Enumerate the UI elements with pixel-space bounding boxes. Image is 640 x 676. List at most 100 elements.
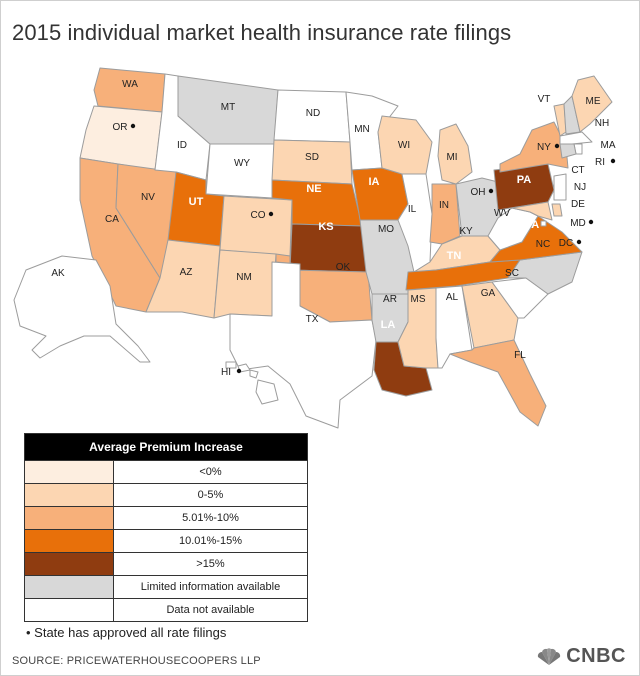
state-label-mt: MT xyxy=(221,102,235,113)
legend-row: >15% xyxy=(25,552,307,575)
state-label-ma: MA xyxy=(601,140,616,151)
legend-label: >15% xyxy=(196,558,225,570)
cnbc-logo: CNBC xyxy=(536,645,626,668)
state-ct[interactable] xyxy=(559,143,577,159)
state-ma[interactable] xyxy=(559,131,593,145)
state-ak[interactable] xyxy=(13,255,151,363)
legend-label: Limited information available xyxy=(140,581,281,593)
legend-swatch xyxy=(25,530,114,552)
legend-row: 5.01%-10% xyxy=(25,506,307,529)
state-label-oh: OH xyxy=(471,187,486,198)
state-dc[interactable] xyxy=(540,220,547,227)
state-label-nh: NH xyxy=(595,118,609,129)
legend-label: 5.01%-10% xyxy=(182,512,239,524)
state-label-la: LA xyxy=(381,319,396,331)
legend-swatch xyxy=(25,576,114,598)
state-label-ak: AK xyxy=(51,268,65,279)
state-co[interactable] xyxy=(219,195,293,257)
state-label-me: ME xyxy=(586,96,601,107)
state-de[interactable] xyxy=(551,203,563,217)
state-label-nc: NC xyxy=(536,239,550,250)
state-mi[interactable] xyxy=(437,123,473,185)
state-label-sd: SD xyxy=(305,152,319,163)
state-label-hi: HI xyxy=(221,367,231,378)
state-label-ny: NY xyxy=(537,142,551,153)
legend-label: Data not available xyxy=(166,604,255,616)
brand-wordmark: CNBC xyxy=(566,645,626,667)
approval-note: • State has approved all rate filings xyxy=(26,625,227,640)
state-nm[interactable] xyxy=(213,249,277,319)
state-label-va: VA xyxy=(525,219,540,231)
state-label-wy: WY xyxy=(234,158,250,169)
legend-header: Average Premium Increase xyxy=(25,434,307,460)
legend-label: 10.01%-15% xyxy=(179,535,242,547)
approved-marker-ri xyxy=(610,158,616,164)
state-label-ct: CT xyxy=(571,165,584,176)
state-label-ok: OK xyxy=(336,262,351,273)
legend-swatch xyxy=(25,484,114,506)
state-label-ky: KY xyxy=(459,226,473,237)
legend-swatch xyxy=(25,553,114,575)
approved-marker-oh xyxy=(488,188,494,194)
legend-row: Limited information available xyxy=(25,575,307,598)
state-label-sc: SC xyxy=(505,268,519,279)
approved-marker-hi xyxy=(236,368,242,374)
state-ia[interactable] xyxy=(351,167,409,221)
state-label-il: IL xyxy=(408,204,417,215)
state-sc[interactable] xyxy=(491,277,549,319)
state-label-dc: DC xyxy=(559,238,573,249)
state-in[interactable] xyxy=(429,183,461,245)
state-label-wv: WV xyxy=(494,208,510,219)
legend-row: 0-5% xyxy=(25,483,307,506)
state-label-ne: NE xyxy=(306,183,321,195)
state-label-nv: NV xyxy=(141,192,155,203)
state-label-or: OR xyxy=(113,122,128,133)
state-label-co: CO xyxy=(251,210,266,221)
state-label-pa: PA xyxy=(517,174,532,186)
state-tx[interactable] xyxy=(229,261,377,429)
state-label-ar: AR xyxy=(383,294,397,305)
state-az[interactable] xyxy=(145,239,221,319)
state-label-fl: FL xyxy=(514,350,526,361)
state-label-ms: MS xyxy=(411,294,426,305)
state-label-de: DE xyxy=(571,199,585,210)
state-label-mo: MO xyxy=(378,224,394,235)
state-fl[interactable] xyxy=(449,339,547,427)
state-label-ga: GA xyxy=(481,288,496,299)
state-nj[interactable] xyxy=(553,173,567,201)
us-map: WA OR CA NV ID MT WY UT CO AZ NM ND SD NE KS OK TX MN IA MO… xyxy=(13,67,616,429)
legend: Average Premium Increase <0% 0-5% 5.01%-… xyxy=(24,433,308,622)
state-label-ri: RI xyxy=(595,157,605,168)
state-label-md: MD xyxy=(570,218,586,229)
state-label-in: IN xyxy=(439,200,449,211)
state-label-ca: CA xyxy=(105,214,119,225)
state-label-vt: VT xyxy=(538,94,551,105)
legend-swatch xyxy=(25,599,114,621)
legend-label: <0% xyxy=(199,466,222,478)
peacock-icon xyxy=(538,647,561,665)
state-label-nj: NJ xyxy=(574,182,586,193)
state-label-ks: KS xyxy=(318,221,333,233)
approved-marker-ny xyxy=(554,143,560,149)
state-label-nd: ND xyxy=(306,108,320,119)
state-label-mi: MI xyxy=(446,152,457,163)
state-label-tn: TN xyxy=(447,250,462,262)
state-wa[interactable] xyxy=(93,67,166,113)
legend-swatch xyxy=(25,461,114,483)
state-ga[interactable] xyxy=(461,281,519,349)
state-label-mn: MN xyxy=(354,124,370,135)
approved-marker-or xyxy=(130,123,136,129)
state-md[interactable] xyxy=(511,201,553,221)
state-label-al: AL xyxy=(446,292,459,303)
state-label-az: AZ xyxy=(180,267,193,278)
legend-row: Data not available xyxy=(25,598,307,621)
state-label-nm: NM xyxy=(236,272,252,283)
source-credit: SOURCE: PRICEWATERHOUSECOOPERS LLP xyxy=(12,655,261,667)
state-wy[interactable] xyxy=(205,143,275,199)
legend-label: 0-5% xyxy=(197,489,224,501)
page-title: 2015 individual market health insurance … xyxy=(12,20,512,45)
state-label-id: ID xyxy=(177,140,187,151)
state-hi[interactable] xyxy=(225,361,279,405)
approved-marker-co xyxy=(268,211,274,217)
state-label-wi: WI xyxy=(398,140,410,151)
